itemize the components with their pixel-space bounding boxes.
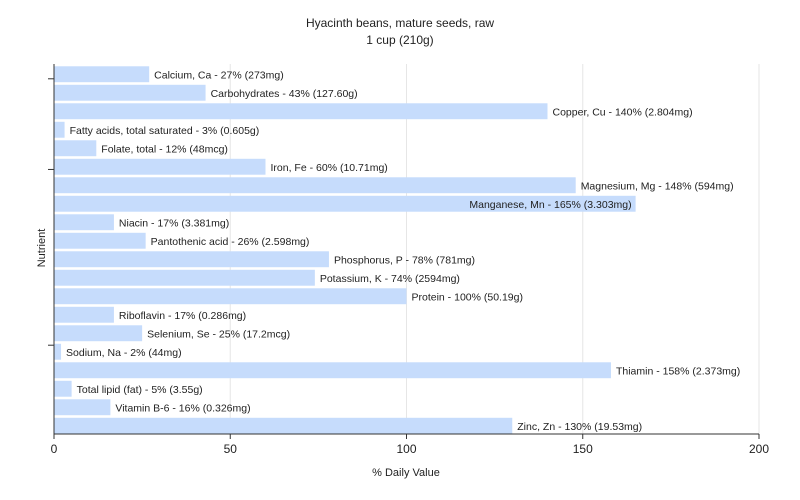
bar-label: Fatty acids, total saturated - 3% (0.605… xyxy=(70,125,260,137)
bar xyxy=(54,417,513,434)
bar xyxy=(54,343,62,360)
bar-label: Carbohydrates - 43% (127.60g) xyxy=(211,88,358,100)
bar-label: Iron, Fe - 60% (10.71mg) xyxy=(271,162,388,174)
bar-label: Copper, Cu - 140% (2.804mg) xyxy=(553,106,693,118)
y-axis-label: Nutrient xyxy=(36,229,48,268)
x-axis-label: % Daily Value xyxy=(372,467,440,479)
bar xyxy=(54,325,143,342)
bar-label: Sodium, Na - 2% (44mg) xyxy=(66,347,182,359)
bar xyxy=(54,380,72,397)
bar xyxy=(54,288,407,305)
bar xyxy=(54,121,65,138)
bar-label: Protein - 100% (50.19g) xyxy=(412,291,523,303)
bar xyxy=(54,140,97,157)
bar-label: Riboflavin - 17% (0.286mg) xyxy=(119,310,246,322)
bar xyxy=(54,103,548,120)
chart-subtitle: 1 cup (210g) xyxy=(366,33,434,47)
bar xyxy=(54,232,146,249)
bar xyxy=(54,399,111,416)
bars: Calcium, Ca - 27% (273mg) Carbohydrates -… xyxy=(54,66,740,434)
bar xyxy=(54,195,636,212)
bar-label: Calcium, Ca - 27% (273mg) xyxy=(154,69,284,81)
bar-label: Manganese, Mn - 165% (3.303mg) xyxy=(469,199,631,211)
bar-label: Phosphorus, P - 78% (781mg) xyxy=(334,254,475,266)
bar xyxy=(54,66,150,83)
chart-title: Hyacinth beans, mature seeds, raw xyxy=(305,16,495,30)
bar xyxy=(54,251,329,268)
bar-label: Folate, total - 12% (48mcg) xyxy=(101,143,228,155)
bar-label: Potassium, K - 74% (2594mg) xyxy=(320,273,460,285)
x-tick-label: 200 xyxy=(749,442,769,456)
bar xyxy=(54,269,315,286)
bar-label: Zinc, Zn - 130% (19.53mg) xyxy=(517,421,642,433)
bar xyxy=(54,214,114,231)
bar-label: Vitamin B-6 - 16% (0.326mg) xyxy=(115,402,250,414)
bar xyxy=(54,306,114,323)
bar-label: Niacin - 17% (3.381mg) xyxy=(119,217,229,229)
bar-label: Total lipid (fat) - 5% (3.55g) xyxy=(77,384,203,396)
bar xyxy=(54,84,206,101)
bar xyxy=(54,158,266,175)
x-tick-label: 0 xyxy=(51,442,58,456)
bar-label: Pantothenic acid - 26% (2.598mg) xyxy=(151,236,310,248)
x-tick-label: 100 xyxy=(396,442,416,456)
bar-label: Thiamin - 158% (2.373mg) xyxy=(616,365,740,377)
gridlines xyxy=(229,64,760,434)
bar xyxy=(54,362,611,379)
x-tick-label: 50 xyxy=(224,442,238,456)
bar-label: Selenium, Se - 25% (17.2mcg) xyxy=(147,328,290,340)
bar-label: Magnesium, Mg - 148% (594mg) xyxy=(581,180,734,192)
bar xyxy=(54,177,576,194)
x-tick-label: 150 xyxy=(573,442,593,456)
axes: 0 50 100 150 200 xyxy=(48,64,769,456)
